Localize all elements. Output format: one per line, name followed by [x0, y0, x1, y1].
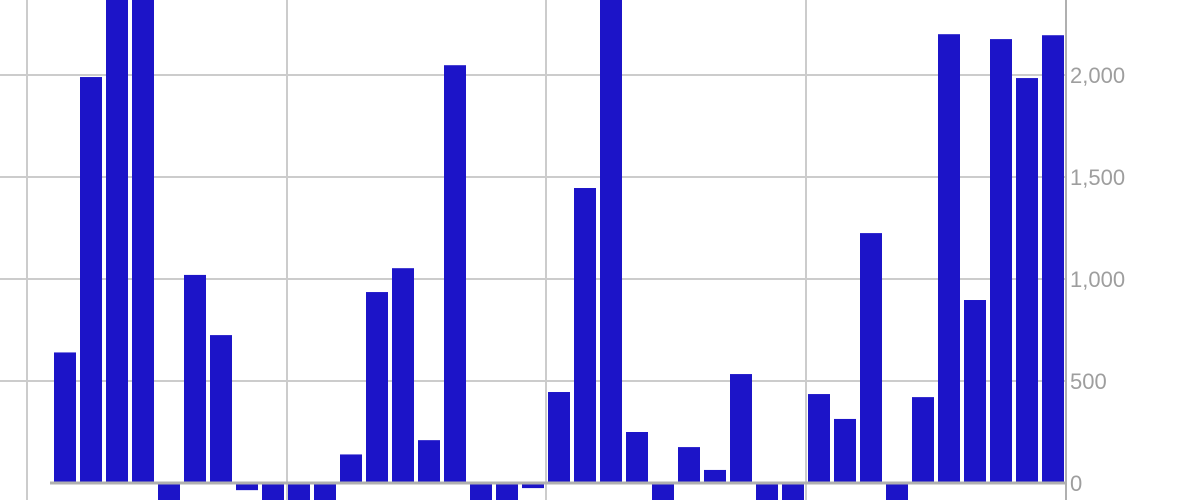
- bar: [990, 39, 1012, 483]
- bar: [964, 300, 986, 483]
- bar: [730, 374, 752, 483]
- bar: [392, 268, 414, 483]
- bar: [1042, 35, 1064, 483]
- y-tick-label: 0: [1070, 471, 1082, 496]
- bar: [548, 392, 570, 483]
- bar: [600, 0, 622, 484]
- bar: [314, 483, 336, 500]
- bar: [418, 440, 440, 483]
- bar: [80, 77, 102, 483]
- bar: [834, 418, 856, 483]
- bar: [340, 454, 362, 483]
- bar: [912, 397, 934, 483]
- bar: [288, 483, 310, 500]
- bar: [210, 335, 232, 483]
- y-tick-label: 1,500: [1070, 165, 1125, 190]
- bar: [782, 483, 804, 500]
- bar: [1016, 78, 1038, 483]
- bar: [574, 188, 596, 484]
- bar: [132, 0, 154, 483]
- y-tick-labels: 0 500 1,000 1,500 2,000: [1070, 63, 1125, 496]
- bar: [756, 483, 778, 500]
- bar: [496, 483, 518, 500]
- bar: [158, 483, 180, 500]
- bar: [522, 483, 544, 489]
- bar: [704, 469, 726, 483]
- bar: [678, 447, 700, 483]
- bar: [470, 483, 492, 500]
- bar: [366, 292, 388, 483]
- y-tick-label: 500: [1070, 369, 1107, 394]
- bar: [652, 483, 674, 500]
- bar: [938, 34, 960, 483]
- bar: [886, 483, 908, 500]
- axes: [50, 0, 1067, 500]
- bar: [236, 483, 258, 491]
- grid: [0, 0, 1066, 500]
- bar: [808, 394, 830, 483]
- bar: [184, 274, 206, 483]
- bar: [262, 483, 284, 500]
- y-tick-label: 1,000: [1070, 267, 1125, 292]
- y-tick-label: 2,000: [1070, 63, 1125, 88]
- bar: [444, 65, 466, 483]
- bars: [54, 0, 1064, 500]
- bar: [860, 233, 882, 483]
- bar: [54, 352, 76, 483]
- bar: [106, 0, 128, 484]
- bar: [626, 432, 648, 483]
